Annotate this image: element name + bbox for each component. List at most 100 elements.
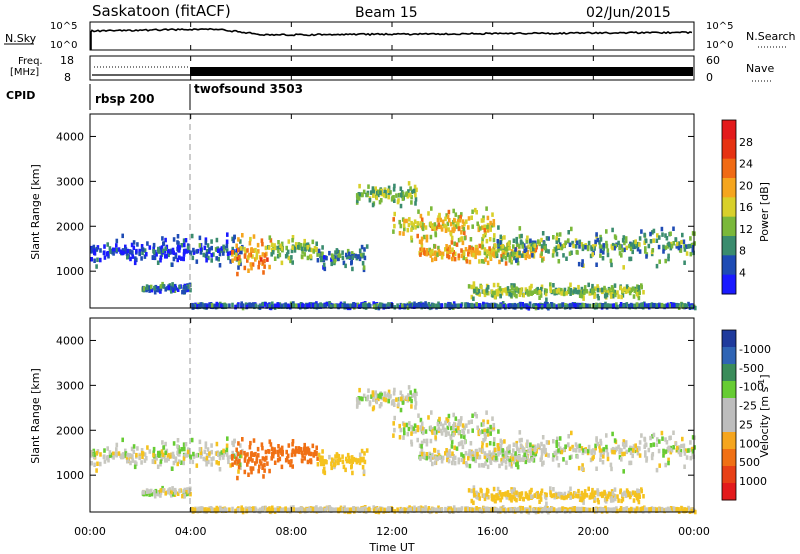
velocity-cell (325, 459, 328, 465)
power-cell (641, 305, 645, 310)
velocity-cell (225, 447, 229, 453)
velocity-cell (628, 460, 631, 466)
power-cell (131, 250, 134, 255)
power-cell (153, 286, 156, 291)
power-cell (465, 219, 468, 224)
velocity-cell (452, 432, 455, 438)
velocity-cell (304, 446, 308, 452)
velocity-cell (374, 390, 377, 395)
power-cell (544, 291, 548, 297)
y-tick-label: 2000 (56, 424, 84, 437)
power-cell (161, 236, 164, 241)
velocity-cell (176, 438, 180, 443)
velocity-cell (482, 463, 486, 468)
velocity-cell (633, 492, 637, 497)
power-cell (461, 240, 465, 246)
velocity-cell (453, 445, 456, 450)
power-cell (621, 247, 624, 253)
power-cell (323, 255, 326, 260)
power-cell (591, 244, 595, 249)
power-cell (562, 291, 566, 297)
power-cell (609, 294, 613, 299)
x-axis: 00:00 04:00 08:00 12:00 16:00 20:00 00:00 (74, 22, 710, 538)
power-cell (526, 250, 529, 255)
power-cell (453, 256, 457, 262)
power-cell (555, 304, 559, 309)
velocity-cell (495, 507, 499, 512)
power-cell (576, 250, 579, 255)
velocity-cell (475, 454, 478, 459)
velocity-cell (569, 495, 572, 500)
power-cell (465, 259, 469, 264)
velocity-cell (496, 486, 500, 492)
power-cell (323, 266, 327, 272)
power-cell (312, 249, 316, 254)
power-cell (569, 287, 573, 293)
velocity-cell (199, 506, 203, 511)
velocity-cell (657, 507, 660, 512)
power-cell (504, 304, 507, 309)
power-cell (555, 289, 559, 294)
power-cell (482, 215, 485, 220)
velocity-cell (593, 450, 596, 455)
power-cell (93, 258, 96, 263)
velocity-cell (161, 440, 164, 445)
velocity-cell (354, 457, 357, 463)
power-cell (413, 184, 417, 190)
velocity-cell (496, 443, 500, 448)
power-cell (629, 246, 633, 252)
velocity-cell (615, 506, 618, 511)
power-cell (608, 287, 611, 293)
power-cell (178, 245, 182, 250)
velocity-cell (159, 493, 162, 498)
power-cell (222, 244, 225, 250)
velocity-cell (222, 452, 226, 457)
power-cell (670, 243, 674, 249)
power-cell (241, 303, 245, 308)
colorbar-tick-label: 12 (739, 223, 753, 236)
power-cell (598, 303, 601, 309)
velocity-cell (172, 460, 176, 466)
power-cell (488, 237, 492, 242)
power-cell (611, 287, 615, 292)
velocity-cell (108, 450, 112, 455)
velocity-cell (186, 447, 190, 452)
velocity-cell (438, 416, 441, 422)
velocity-cell (527, 507, 531, 512)
velocity-cell (299, 447, 303, 452)
velocity-cell (351, 470, 354, 476)
power-cell (591, 283, 594, 289)
power-cell (617, 294, 620, 299)
power-cell (514, 247, 517, 252)
velocity-cell (486, 489, 490, 494)
power-cell (328, 250, 331, 256)
velocity-cell (182, 442, 186, 447)
power-cell (159, 284, 163, 289)
power-cell (493, 233, 496, 238)
velocity-cell (266, 507, 270, 512)
velocity-cell (117, 451, 121, 456)
colorbar-tick-label: -500 (739, 362, 764, 375)
noise-left-tick-top: 10^5 (50, 21, 77, 32)
power-cell (669, 231, 672, 236)
power-cell (174, 254, 178, 259)
velocity-cell (207, 459, 210, 465)
velocity-cell (467, 488, 471, 493)
power-cell (176, 234, 180, 239)
velocity-cell (644, 453, 647, 458)
power-cell (504, 256, 508, 261)
velocity-cell (447, 458, 451, 464)
velocity-cell (176, 444, 179, 449)
power-cell (239, 239, 242, 244)
velocity-cell (256, 446, 260, 452)
power-cell (675, 304, 679, 309)
power-cell (399, 203, 403, 209)
power-cell (338, 303, 342, 308)
power-cell (619, 244, 622, 249)
power-cell (238, 258, 242, 263)
power-cell (425, 234, 429, 240)
velocity-cell (481, 445, 484, 450)
power-cell (447, 227, 450, 232)
velocity-cell (643, 444, 646, 449)
power-cell (600, 287, 604, 293)
